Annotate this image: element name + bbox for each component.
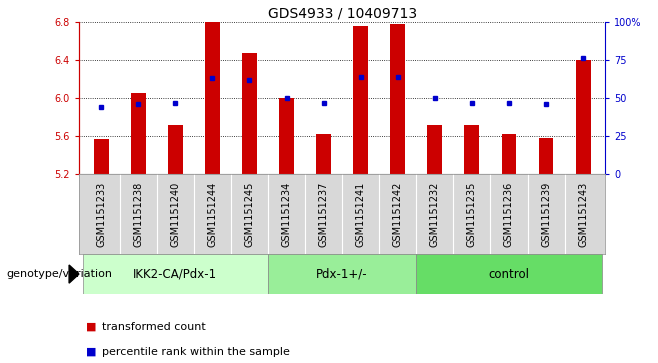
Bar <box>428 125 442 174</box>
Bar <box>83 254 268 294</box>
Bar <box>390 24 405 174</box>
Text: GSM1151241: GSM1151241 <box>356 182 366 247</box>
Text: ■: ■ <box>86 347 96 357</box>
Text: GSM1151235: GSM1151235 <box>467 182 477 247</box>
Bar <box>576 60 590 174</box>
Text: GSM1151234: GSM1151234 <box>282 182 291 247</box>
Text: ■: ■ <box>86 322 96 332</box>
Text: control: control <box>488 268 530 281</box>
Bar <box>268 254 417 294</box>
Text: GSM1151243: GSM1151243 <box>578 182 588 247</box>
Bar <box>501 134 517 174</box>
Text: GSM1151236: GSM1151236 <box>504 182 514 247</box>
Text: GSM1151237: GSM1151237 <box>318 182 328 247</box>
Text: GSM1151245: GSM1151245 <box>245 182 255 247</box>
Bar <box>539 138 553 174</box>
Bar <box>131 93 145 174</box>
Bar <box>465 125 479 174</box>
Text: genotype/variation: genotype/variation <box>7 269 113 279</box>
Text: GSM1151232: GSM1151232 <box>430 182 440 247</box>
Text: GSM1151240: GSM1151240 <box>170 182 180 247</box>
Text: IKK2-CA/Pdx-1: IKK2-CA/Pdx-1 <box>134 268 217 281</box>
Text: transformed count: transformed count <box>102 322 206 332</box>
Text: GSM1151238: GSM1151238 <box>134 182 143 247</box>
Bar <box>417 254 601 294</box>
Text: percentile rank within the sample: percentile rank within the sample <box>102 347 290 357</box>
Text: GSM1151233: GSM1151233 <box>96 182 106 247</box>
Bar <box>168 125 183 174</box>
Title: GDS4933 / 10409713: GDS4933 / 10409713 <box>268 7 417 21</box>
Text: Pdx-1+/-: Pdx-1+/- <box>316 268 368 281</box>
Bar <box>279 98 294 174</box>
Text: GSM1151239: GSM1151239 <box>541 182 551 247</box>
Text: GSM1151244: GSM1151244 <box>207 182 217 247</box>
Bar <box>353 26 368 174</box>
Text: GSM1151242: GSM1151242 <box>393 182 403 247</box>
Polygon shape <box>69 265 79 283</box>
Bar <box>205 22 220 174</box>
Bar <box>94 139 109 174</box>
Bar <box>242 53 257 174</box>
Bar <box>316 134 331 174</box>
